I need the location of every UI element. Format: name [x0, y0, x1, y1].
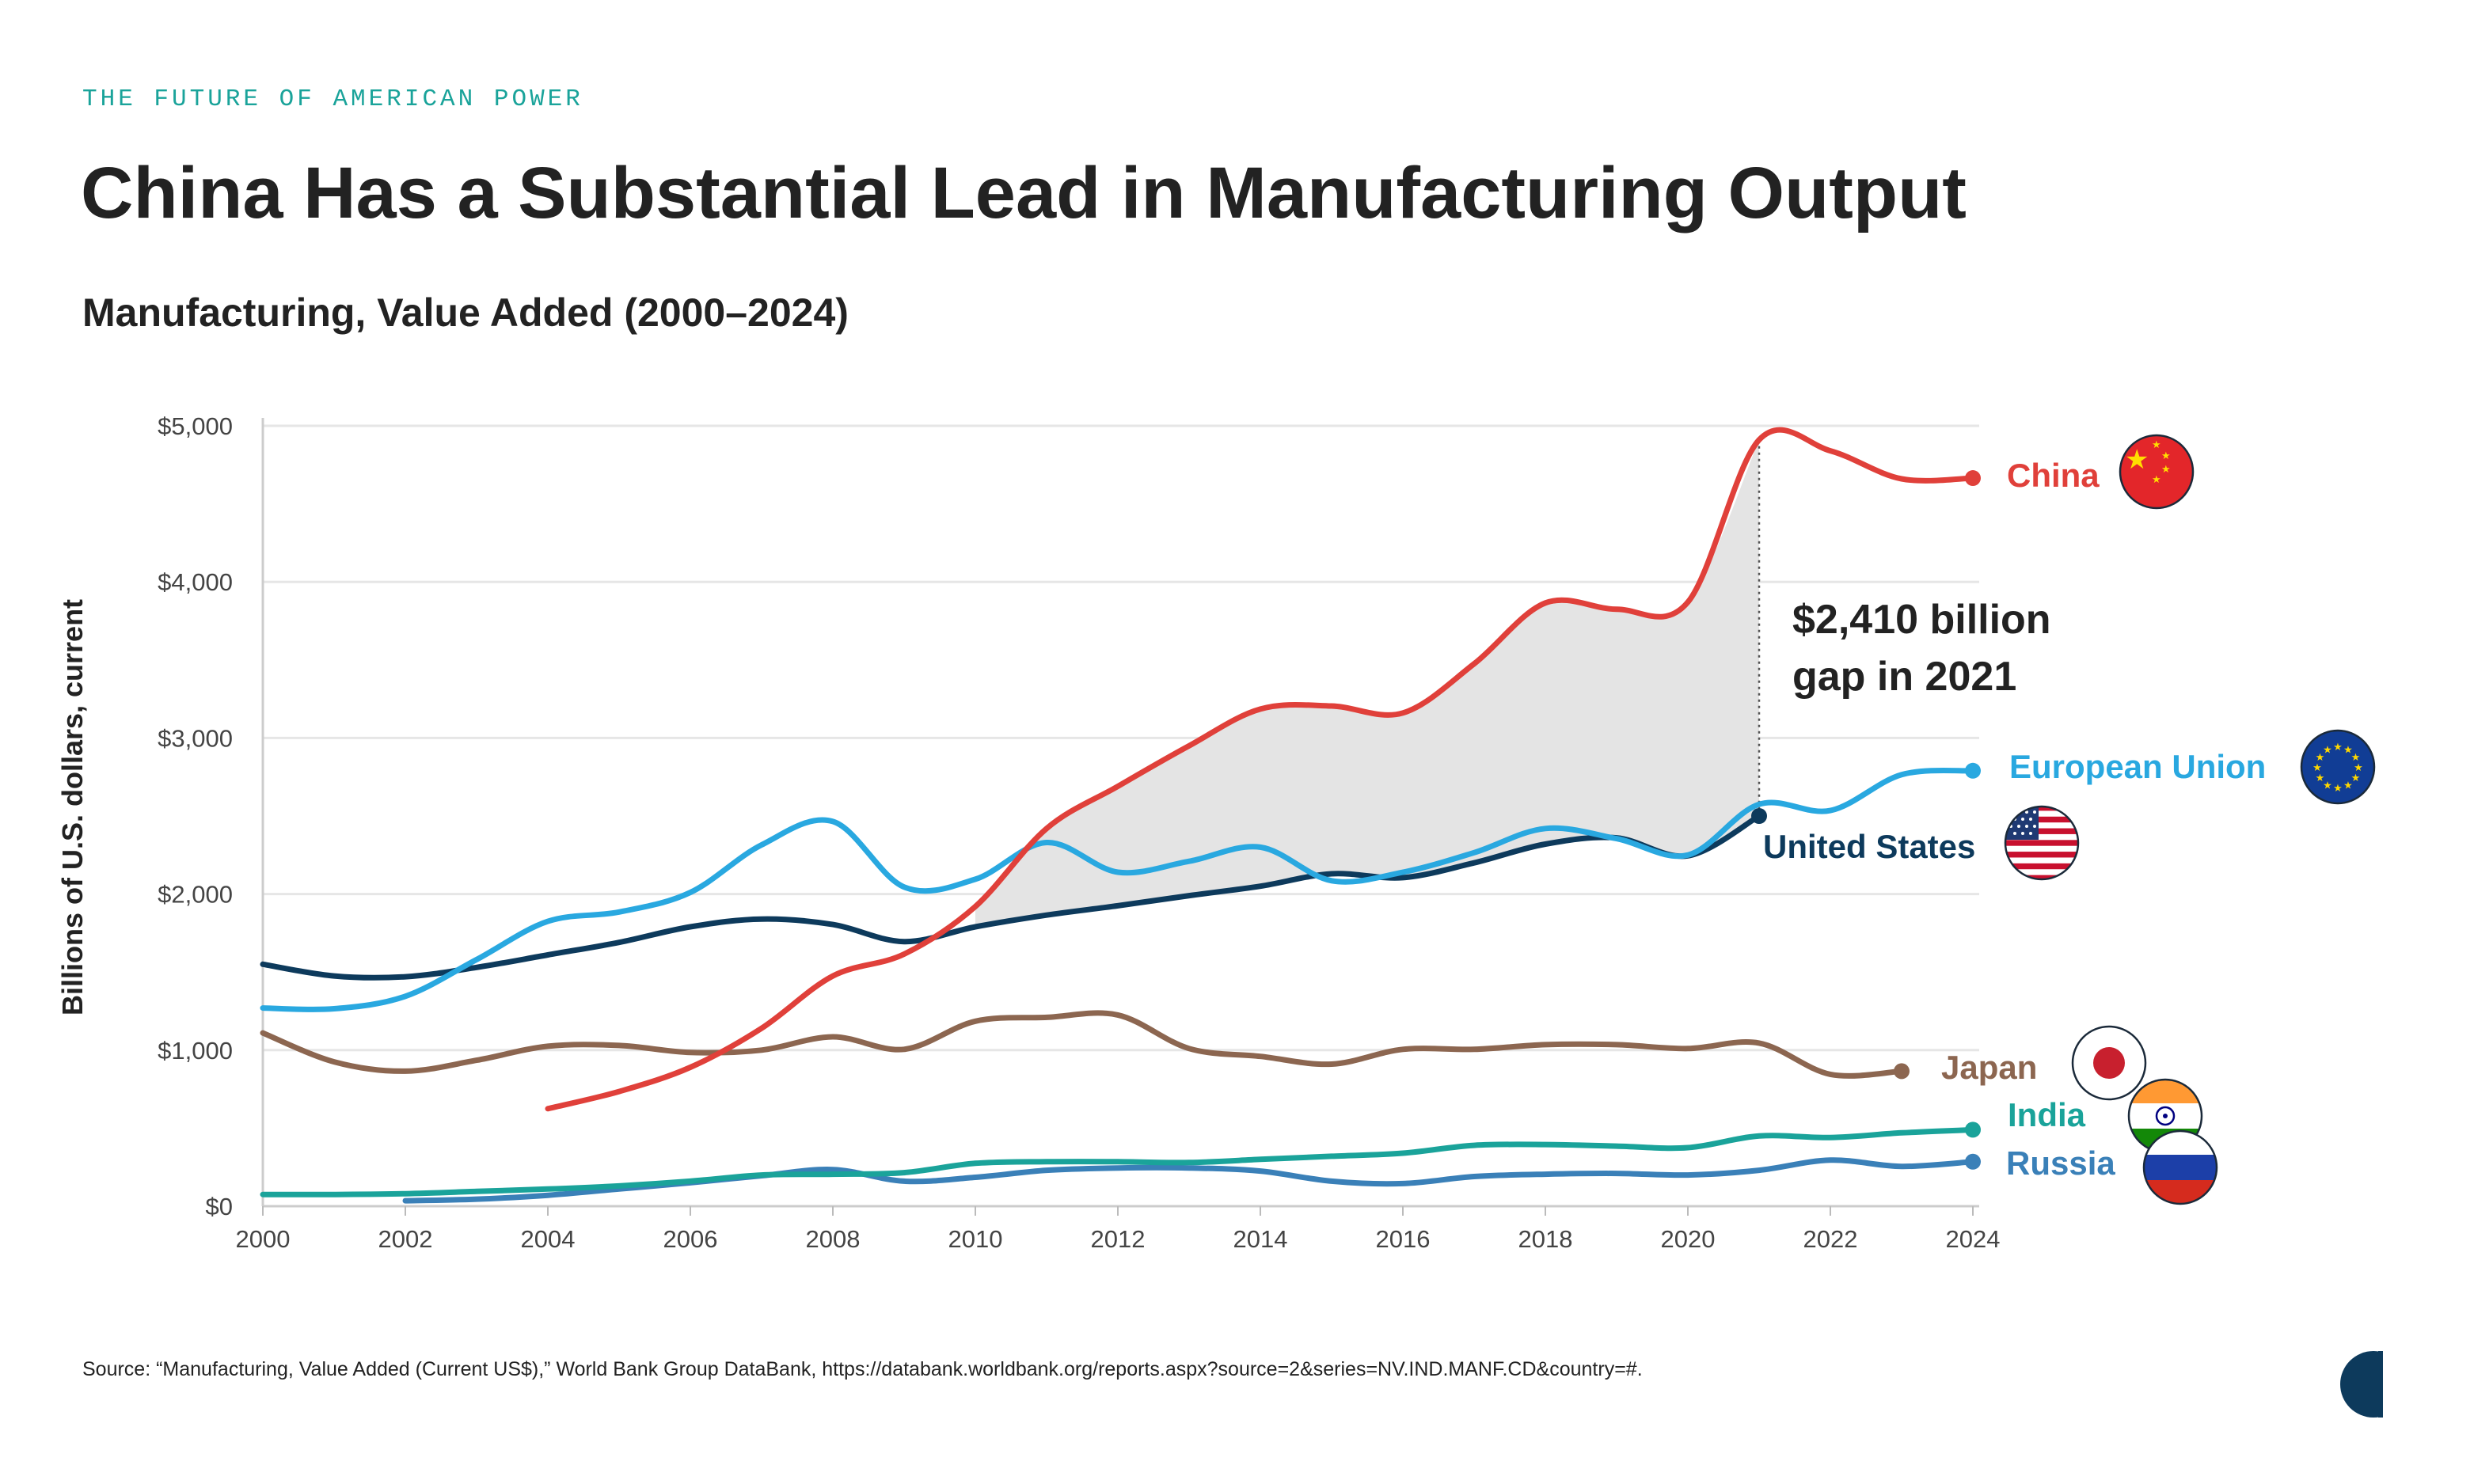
eu-flag-icon: ★★★★★★★★★ ★ ★★	[2301, 731, 2374, 803]
chart-subtitle: Manufacturing, Value Added (2000–2024)	[82, 290, 849, 335]
x-tick-label: 2024	[1946, 1225, 2001, 1253]
source-note: Source: “Manufacturing, Value Added (Cur…	[82, 1358, 1643, 1380]
series-label-india: India	[2008, 1096, 2086, 1133]
end-marker-russia	[1965, 1153, 1981, 1170]
series-label-japan: Japan	[1941, 1049, 2037, 1086]
china-us-gap-shaded-area	[975, 439, 1759, 927]
y-tick-label: $5,000	[158, 412, 233, 440]
kicker: THE FUTURE OF AMERICAN POWER	[82, 85, 583, 113]
eu-star: ★	[2333, 783, 2343, 795]
series-line-india	[260, 1126, 1976, 1197]
series-label-russia: Russia	[2006, 1144, 2115, 1182]
x-tick-label: 2020	[1661, 1225, 1716, 1253]
svg-text:★: ★	[2152, 439, 2161, 451]
us-stripe	[2005, 807, 2078, 811]
series-line-united-states	[260, 813, 1762, 981]
y-tick-label: $3,000	[158, 724, 233, 752]
eu-star: ★	[2354, 762, 2363, 774]
series-line-russia	[402, 1157, 1976, 1204]
eu-star: ★	[2323, 745, 2332, 757]
x-tick-label: 2014	[1233, 1225, 1288, 1253]
y-tick-label: $2,000	[158, 881, 233, 909]
eu-star: ★	[2316, 772, 2325, 784]
x-tick-label: 2002	[378, 1225, 433, 1253]
publisher-logo	[2340, 1351, 2413, 1418]
eu-star: ★	[2343, 780, 2353, 792]
us-stripe	[2005, 840, 2078, 846]
axes	[261, 418, 1979, 1208]
us-stripe	[2005, 852, 2078, 858]
series-label-united-states: United States	[1763, 828, 1975, 865]
x-tick-label: 2004	[521, 1225, 576, 1253]
us-stripe	[2005, 863, 2078, 870]
eu-star: ★	[2351, 772, 2361, 784]
y-tick-label: $1,000	[158, 1037, 233, 1065]
series-line-japan	[260, 1010, 1905, 1079]
china-flag-icon: ★ ★ ★ ★ ★	[2120, 435, 2193, 508]
x-tick-label: 2000	[236, 1225, 291, 1253]
eu-star: ★	[2333, 742, 2343, 753]
x-tick-label: 2010	[948, 1225, 1003, 1253]
x-tick-label: 2008	[806, 1225, 861, 1253]
x-tick-label: 2018	[1518, 1225, 1573, 1253]
y-tick-label: $4,000	[158, 568, 233, 596]
us-stripe	[2005, 875, 2078, 879]
chart-title: China Has a Substantial Lead in Manufact…	[81, 153, 1967, 233]
end-marker-india	[1965, 1122, 1981, 1138]
gap-annotation-line-2: gap in 2021	[1792, 654, 2016, 700]
svg-text:★: ★	[2161, 464, 2171, 476]
eu-star: ★	[2351, 752, 2361, 764]
series-line-china	[545, 427, 1976, 1112]
x-tick-label: 2006	[663, 1225, 718, 1253]
axis-ticks: $0 $1,000 $2,000 $3,000 $4,000 $5,000 2000 2002…	[158, 412, 2000, 1253]
us-flag-icon	[2005, 807, 2078, 879]
series-label-european-union: European Union	[2009, 748, 2266, 785]
eu-star: ★	[2323, 780, 2332, 792]
eu-star: ★	[2316, 752, 2325, 764]
series-label-china: China	[2007, 457, 2100, 494]
x-tick-label: 2012	[1091, 1225, 1146, 1253]
end-marker-japan	[1894, 1063, 1910, 1080]
eu-star: ★	[2343, 745, 2353, 757]
gap-annotation-line-1: $2,410 billion	[1792, 597, 2051, 643]
us-stripe	[2005, 816, 2078, 823]
y-tick-label: $0	[206, 1193, 233, 1220]
y-axis-title: Billions of U.S. dollars, current	[56, 599, 89, 1015]
japan-flag-icon	[2073, 1027, 2145, 1099]
end-marker-china	[1965, 470, 1981, 487]
series-lines	[260, 427, 1976, 1204]
x-tick-label: 2016	[1376, 1225, 1431, 1253]
end-marker-european-union	[1965, 762, 1981, 779]
x-tick-label: 2022	[1803, 1225, 1858, 1253]
series-end-markers	[1751, 470, 1981, 1170]
us-stripe	[2005, 828, 2078, 834]
svg-text:★: ★	[2152, 474, 2161, 486]
series-line-european-union	[260, 767, 1976, 1012]
end-marker-united-states	[1751, 808, 1767, 824]
svg-text:★: ★	[2161, 450, 2171, 462]
eu-star: ★	[2312, 762, 2322, 774]
